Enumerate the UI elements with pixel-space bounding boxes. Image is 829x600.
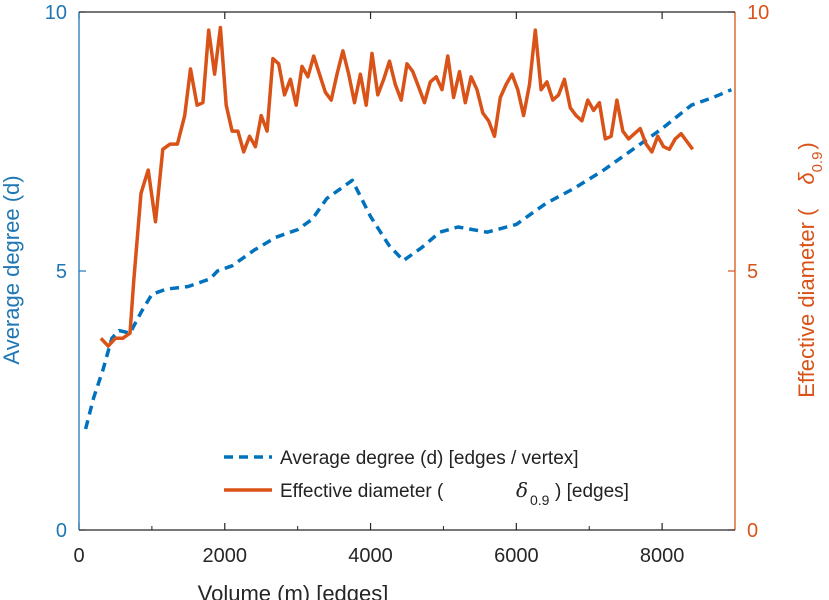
x-axis-title: Volume (m) [edges] bbox=[198, 581, 389, 600]
series-layer bbox=[83, 25, 733, 430]
legend: Average degree (d) [edges / vertex] Effe… bbox=[224, 448, 629, 508]
legend-label-effective-diameter-symbol: δ bbox=[516, 478, 528, 502]
x-tick-label: 0 bbox=[73, 545, 84, 567]
y-left-tick-label: 5 bbox=[56, 261, 67, 283]
legend-label-average-degree: Average degree (d) [edges / vertex] bbox=[280, 448, 579, 469]
y-right-tick-label: 0 bbox=[747, 520, 758, 542]
axes bbox=[78, 11, 736, 531]
y-axis-left-title: Average degree (d) bbox=[0, 175, 24, 364]
legend-label-effective-diameter-subscript: 0.9 bbox=[530, 492, 550, 508]
legend-label-effective-diameter-suffix: ) [edges] bbox=[555, 481, 629, 502]
y-axis-right-title: Effective diameter ( δ 0.9 ) bbox=[794, 142, 826, 398]
y-left-tick-label: 0 bbox=[56, 520, 67, 542]
y-right-tick-label: 5 bbox=[747, 261, 758, 283]
x-tick-label: 6000 bbox=[494, 545, 539, 567]
y-left-tick-label: 10 bbox=[45, 2, 67, 24]
x-tick-label: 8000 bbox=[640, 545, 685, 567]
series-effective-diameter-line bbox=[99, 25, 695, 348]
y-right-tick-label: 10 bbox=[747, 2, 769, 24]
x-tick-label: 2000 bbox=[203, 545, 248, 567]
tick-labels: 0 2000 4000 6000 8000 0 5 10 0 5 10 bbox=[45, 2, 770, 567]
y-axis-right-title-symbol: δ bbox=[794, 172, 819, 185]
y-axis-right-title-subscript: 0.9 bbox=[809, 152, 826, 173]
y-axis-right-title-suffix: ) bbox=[794, 142, 819, 149]
x-tick-label: 4000 bbox=[348, 545, 393, 567]
legend-label-effective-diameter-prefix: Effective diameter ( bbox=[280, 481, 444, 502]
series-average-degree-line bbox=[83, 88, 733, 430]
y-axis-right-title-prefix: Effective diameter ( bbox=[794, 208, 819, 398]
